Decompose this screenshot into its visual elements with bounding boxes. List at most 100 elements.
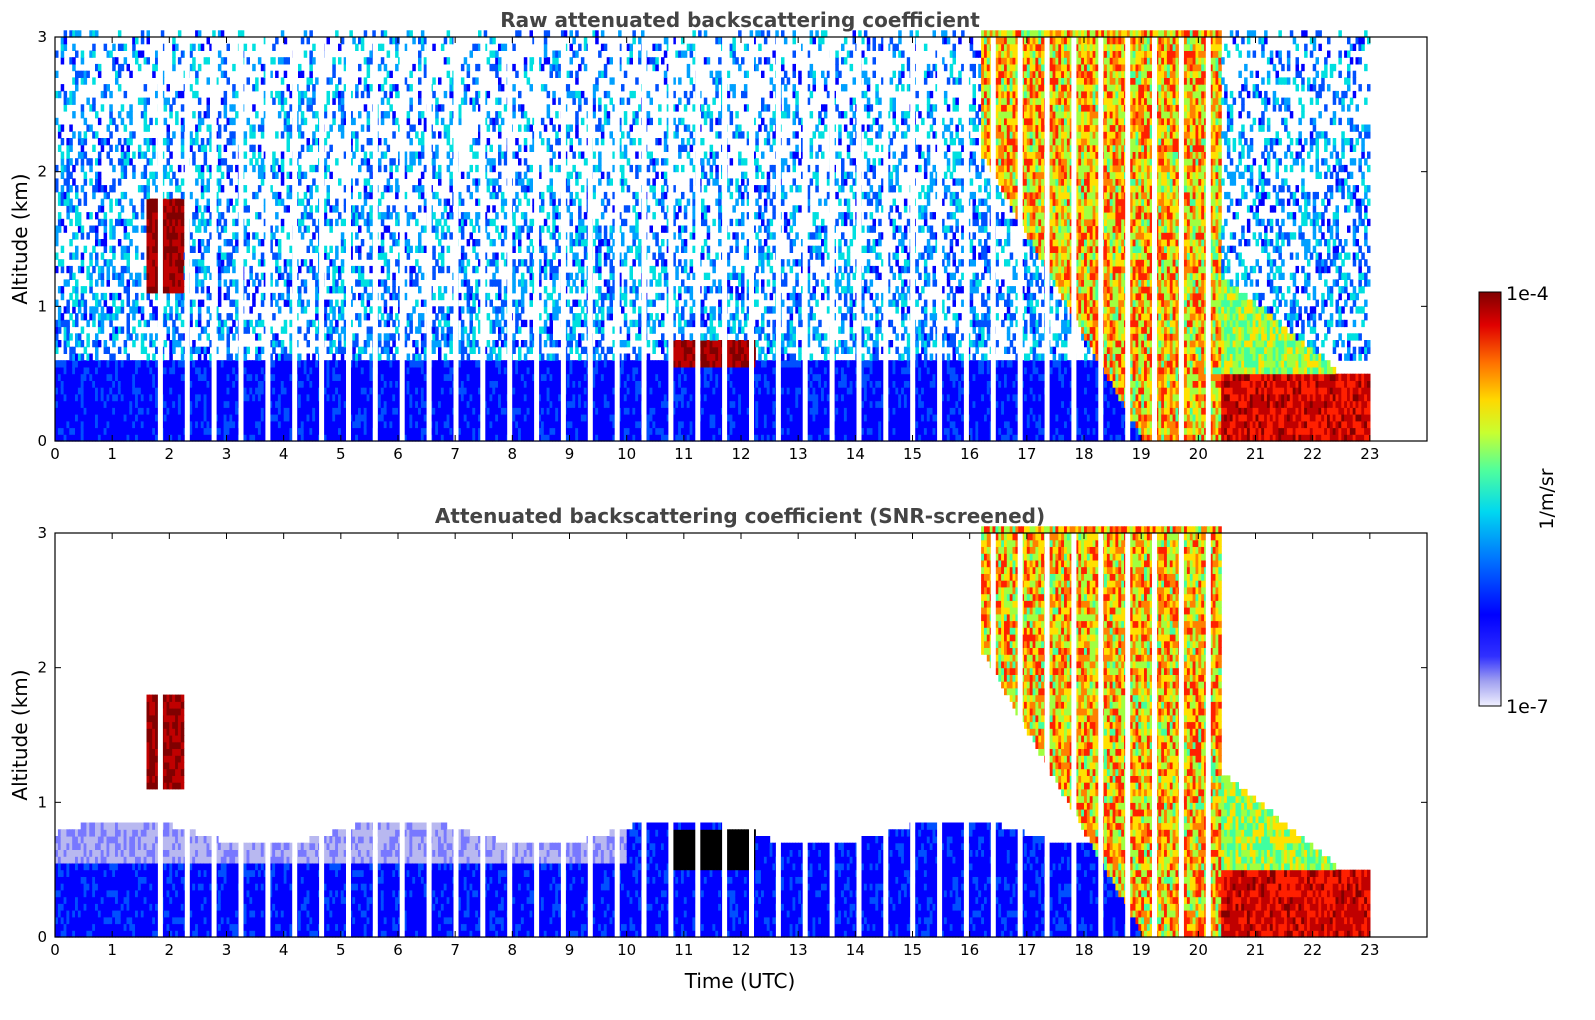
heatmap-cell: [209, 427, 213, 435]
heatmap-cell: [518, 279, 522, 287]
heatmap-cell: [360, 427, 365, 435]
heatmap-cell: [175, 178, 179, 186]
heatmap-cell: [86, 393, 90, 402]
heatmap-cell: [180, 252, 185, 260]
heatmap-cell: [243, 232, 248, 240]
heatmap-cell: [440, 313, 445, 321]
heatmap-cell: [209, 373, 213, 381]
heatmap-cell: [349, 387, 353, 395]
heatmap-cell: [358, 373, 362, 381]
heatmap-cell: [460, 77, 465, 85]
heatmap-cell: [315, 245, 319, 253]
heatmap-cell: [312, 272, 316, 280]
heatmap-cell: [163, 205, 168, 213]
raw-backscatter-plot-area: [55, 30, 1371, 442]
heatmap-cell: [72, 272, 76, 280]
heatmap-cell: [103, 346, 108, 354]
heatmap-cell: [66, 340, 70, 348]
heatmap-cell: [475, 97, 479, 105]
heatmap-cell: [332, 272, 336, 280]
heatmap-cell: [166, 205, 170, 213]
heatmap-cell: [446, 333, 451, 341]
heatmap-cell: [286, 360, 290, 368]
heatmap-cell: [369, 366, 373, 375]
heatmap-cell: [232, 360, 236, 368]
heatmap-cell: [163, 340, 168, 348]
heatmap-cell: [112, 414, 116, 422]
heatmap-cell: [226, 117, 230, 126]
heatmap-cell: [146, 232, 150, 240]
heatmap-cell: [172, 212, 176, 220]
heatmap-cell: [460, 326, 465, 334]
heatmap-cell: [215, 420, 219, 429]
heatmap-cell: [69, 185, 73, 193]
heatmap-cell: [172, 232, 176, 240]
heatmap-cell: [100, 138, 105, 146]
heatmap-cell: [77, 30, 82, 38]
heatmap-cell: [175, 299, 179, 307]
heatmap-cell: [252, 191, 256, 200]
heatmap-cell: [300, 366, 305, 375]
heatmap-cell: [223, 57, 228, 65]
heatmap-cell: [392, 232, 396, 240]
heatmap-cell: [77, 138, 82, 146]
heatmap-cell: [420, 245, 425, 253]
heatmap-cell: [197, 299, 202, 307]
heatmap-cell: [175, 313, 179, 321]
heatmap-cell: [155, 265, 159, 274]
heatmap-cell: [149, 158, 153, 166]
heatmap-cell: [349, 117, 353, 126]
heatmap-cell: [283, 360, 288, 368]
heatmap-cell: [438, 77, 442, 85]
heatmap-cell: [112, 252, 116, 260]
heatmap-cell: [352, 353, 356, 361]
heatmap-cell: [300, 360, 305, 368]
heatmap-cell: [243, 43, 248, 51]
heatmap-cell: [498, 414, 502, 422]
heatmap-cell: [277, 111, 282, 119]
heatmap-cell: [217, 299, 222, 307]
heatmap-cell: [120, 380, 125, 388]
heatmap-cell: [180, 124, 185, 132]
heatmap-cell: [160, 30, 165, 38]
heatmap-cell: [180, 407, 185, 415]
heatmap-cell: [475, 151, 479, 159]
heatmap-cell: [420, 340, 425, 348]
heatmap-cell: [89, 252, 93, 260]
heatmap-cell: [406, 387, 411, 395]
heatmap-cell: [140, 306, 145, 314]
heatmap-cell: [63, 97, 68, 105]
heatmap-cell: [423, 353, 428, 361]
heatmap-cell: [463, 373, 468, 381]
heatmap-cell: [72, 353, 76, 361]
heatmap-cell: [449, 393, 453, 402]
heatmap-cell: [235, 366, 239, 375]
heatmap-cell: [272, 191, 276, 200]
heatmap-cell: [257, 400, 262, 408]
heatmap-cell: [498, 319, 502, 328]
heatmap-cell: [435, 407, 439, 415]
heatmap-cell: [338, 306, 342, 314]
heatmap-cell: [80, 232, 85, 240]
heatmap-cell: [340, 366, 345, 375]
heatmap-cell: [289, 340, 293, 348]
heatmap-cell: [66, 198, 70, 206]
heatmap-cell: [277, 292, 282, 301]
heatmap-cell: [143, 387, 148, 395]
heatmap-cell: [175, 427, 179, 435]
heatmap-cell: [358, 164, 362, 173]
heatmap-cell: [283, 117, 288, 126]
heatmap-cell: [423, 164, 428, 173]
heatmap-cell: [380, 360, 385, 368]
heatmap-cell: [349, 205, 353, 213]
heatmap-cell: [306, 393, 310, 402]
heatmap-cell: [117, 70, 122, 78]
heatmap-cell: [312, 57, 316, 65]
heatmap-cell: [112, 245, 116, 253]
heatmap-cell: [223, 373, 228, 381]
heatmap-cell: [486, 313, 491, 321]
heatmap-cell: [280, 90, 285, 99]
heatmap-cell: [309, 164, 313, 173]
heatmap-cell: [340, 245, 345, 253]
heatmap-cell: [226, 77, 230, 85]
